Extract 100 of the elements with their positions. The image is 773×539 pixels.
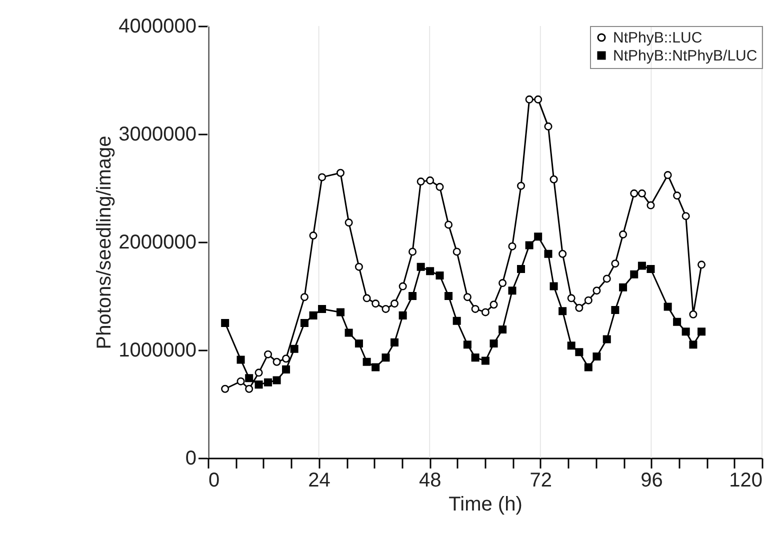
point: [619, 230, 628, 238]
point: [550, 175, 558, 184]
y-tick-label: 4000000: [118, 16, 196, 38]
point: [490, 340, 498, 348]
x-tick-label: 48: [418, 470, 442, 492]
legend-label: NtPhyB::NtPhyB/LUC: [613, 48, 758, 64]
point: [354, 340, 363, 348]
point: [584, 363, 592, 372]
point: [245, 384, 254, 393]
point: [525, 95, 534, 104]
point: [534, 95, 542, 104]
point: [426, 176, 434, 184]
point: [602, 335, 611, 344]
point: [362, 358, 371, 366]
point: [398, 311, 407, 320]
point: [221, 318, 230, 328]
point: [344, 218, 353, 227]
point: [630, 189, 638, 198]
y-tick-label: 0: [185, 448, 196, 470]
point: [558, 250, 567, 258]
point: [300, 318, 308, 328]
point: [630, 270, 638, 278]
x-tick-label: 72: [530, 470, 552, 492]
point: [463, 293, 472, 302]
point: [452, 316, 461, 325]
point: [416, 262, 425, 271]
point: [646, 264, 655, 274]
point: [362, 294, 371, 302]
x-axis-title: Time (h): [448, 494, 522, 516]
point: [300, 293, 308, 302]
point: [254, 380, 263, 389]
point: [282, 365, 290, 374]
point: [272, 358, 281, 366]
point: [498, 325, 507, 334]
point: [673, 318, 682, 326]
point: [318, 304, 326, 313]
point: [436, 182, 444, 191]
point: [682, 212, 690, 220]
point: [463, 340, 472, 349]
point: [508, 286, 516, 295]
point: [575, 304, 584, 312]
point: [689, 340, 698, 349]
point: [245, 374, 254, 382]
point: [619, 283, 628, 292]
point: [682, 328, 690, 336]
point: [592, 352, 601, 360]
point: [584, 296, 592, 304]
x-tick-label: 96: [640, 470, 663, 492]
point: [444, 220, 453, 229]
point: [602, 274, 611, 283]
point: [336, 168, 344, 177]
point: [481, 308, 490, 316]
point: [236, 356, 245, 364]
point: [646, 201, 655, 210]
point: [498, 279, 507, 288]
x-tick-label: 120: [729, 470, 762, 492]
point: [254, 368, 263, 377]
point: [664, 171, 672, 180]
point: [525, 241, 534, 250]
point: [689, 310, 698, 318]
legend-label: NtPhyB::LUC: [613, 30, 702, 46]
point: [408, 248, 417, 256]
point: [575, 348, 584, 356]
point: [471, 354, 480, 362]
point: [471, 304, 480, 313]
point: [336, 308, 344, 316]
point: [544, 122, 552, 130]
point: [517, 182, 526, 190]
point: [398, 282, 407, 290]
point: [436, 271, 444, 280]
point: [567, 294, 576, 302]
point: [611, 260, 620, 268]
point: [544, 250, 552, 258]
point: [638, 262, 646, 270]
point: [309, 311, 318, 320]
point: [452, 248, 461, 256]
point: [673, 192, 682, 200]
point: [534, 232, 542, 241]
point: [567, 342, 576, 350]
x-tick-label: 0: [208, 470, 220, 492]
point: [390, 300, 399, 308]
point: [372, 300, 380, 308]
point: [698, 260, 706, 269]
point: [408, 292, 417, 300]
point: [426, 267, 434, 276]
point: [264, 378, 272, 386]
point: [382, 354, 390, 362]
point: [611, 306, 620, 314]
point: [416, 178, 425, 186]
point: [272, 376, 281, 384]
point: [264, 350, 272, 358]
point: [344, 328, 353, 337]
point: [481, 356, 490, 365]
point: [490, 300, 498, 309]
point: [282, 354, 290, 363]
point: [638, 189, 646, 198]
point: [664, 302, 672, 311]
point: [558, 307, 567, 316]
point: [290, 344, 298, 353]
point: [354, 262, 363, 271]
